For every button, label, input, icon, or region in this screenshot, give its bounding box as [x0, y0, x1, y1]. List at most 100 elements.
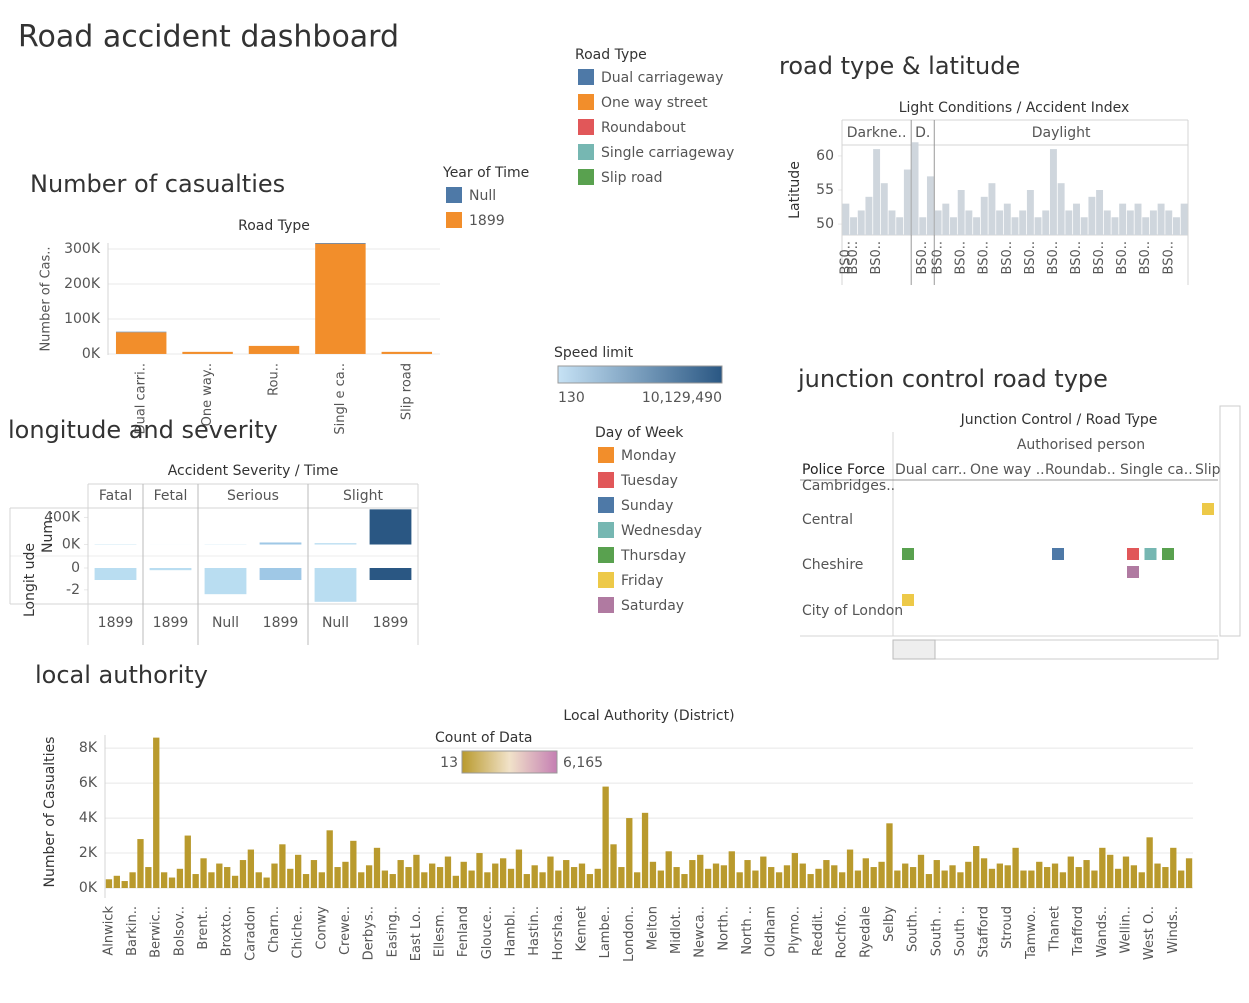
bar: [807, 874, 813, 888]
bar: [1052, 864, 1058, 888]
x-tick-label: Stroud: [1000, 906, 1015, 949]
bar: [129, 872, 135, 888]
x-tick-label: BS0..: [954, 241, 969, 274]
bar: [926, 874, 932, 888]
bar: [271, 864, 277, 888]
bar: [106, 879, 112, 888]
bar: [666, 851, 672, 888]
panel-label: Darkne..: [847, 125, 907, 141]
bar: [303, 874, 309, 888]
bar: [1104, 210, 1111, 235]
bar: [942, 204, 949, 235]
bar: [524, 874, 530, 888]
x-tick-label: 1899: [373, 615, 409, 631]
y-tick-label: 300K: [64, 241, 101, 257]
y-tick-label: 60: [816, 148, 834, 164]
x-tick-label: BS0..: [977, 241, 992, 274]
x-tick-label: West O..: [1142, 906, 1157, 960]
bar: [232, 876, 238, 888]
bar: [902, 864, 908, 888]
bar: [919, 217, 926, 235]
row-label: Central: [802, 512, 853, 528]
bar: [555, 871, 561, 888]
x-tick-label: Rou..: [267, 363, 282, 396]
bar: [863, 858, 869, 888]
bar: [1020, 871, 1026, 888]
y-tick-label: 55: [816, 182, 834, 198]
x-tick-label: 1899: [263, 615, 299, 631]
bar: [1111, 217, 1118, 235]
y-tick-label: 0: [71, 560, 80, 576]
bar: [177, 869, 183, 888]
bar: [1150, 210, 1157, 235]
bar: [1162, 867, 1168, 888]
bar: [413, 855, 419, 888]
x-tick-label: Singl e ca..: [333, 363, 348, 435]
legend-title: Road Type: [575, 47, 647, 63]
scrollbar-thumb[interactable]: [893, 640, 935, 659]
y-tick-label: 0K: [82, 346, 101, 362]
bar: [114, 876, 120, 888]
bar: [800, 864, 806, 888]
bar: [776, 872, 782, 888]
x-tick-label: Conwy: [314, 906, 329, 950]
legend-swatch: [578, 144, 594, 160]
x-tick-label: Melton: [645, 906, 660, 950]
legend-swatch: [446, 212, 462, 228]
legend-swatch: [446, 187, 462, 203]
bar: [350, 841, 356, 888]
legend-label: Friday: [621, 573, 663, 589]
x-tick-label: BS0..: [1092, 241, 1107, 274]
bar: [370, 509, 412, 544]
y-tick-label: 400K: [44, 509, 81, 525]
bar: [547, 857, 553, 888]
junction-mark: [1162, 548, 1174, 560]
bar: [461, 862, 467, 888]
x-tick-label: Wellin..: [1118, 906, 1133, 953]
scrollbar-vertical[interactable]: [1220, 406, 1240, 636]
x-tick-label: BS0..: [869, 241, 884, 274]
x-tick-label: Ryedale: [858, 906, 873, 958]
chart-title: longitude and severity: [8, 416, 278, 444]
bar: [145, 867, 151, 888]
bar: [886, 823, 892, 888]
bar: [122, 881, 128, 888]
bar: [815, 869, 821, 888]
bar: [279, 844, 285, 888]
bar: [1131, 865, 1137, 888]
bar: [1115, 869, 1121, 888]
bar: [1050, 149, 1057, 235]
x-tick-label: East Lo..: [409, 906, 424, 961]
bar: [563, 860, 569, 888]
bar: [842, 204, 849, 235]
legend-title: Speed limit: [554, 345, 634, 361]
bar-segment: [315, 243, 365, 244]
panel-label: Slight: [343, 488, 383, 504]
bar: [889, 210, 896, 235]
bar: [858, 210, 865, 235]
bar: [855, 871, 861, 888]
bar: [981, 197, 988, 235]
bar: [193, 874, 199, 888]
legend-label: Thursday: [620, 548, 686, 564]
panel-label: Daylight: [1032, 125, 1091, 141]
bar: [1091, 871, 1097, 888]
x-tick-label: BS0..: [846, 241, 861, 274]
bar: [713, 864, 719, 888]
x-tick-label: Reddit..: [811, 906, 826, 956]
junction-mark: [1145, 548, 1157, 560]
bar: [904, 170, 911, 235]
x-tick-label: Null: [322, 615, 349, 631]
legend-swatch: [598, 547, 614, 563]
bar: [468, 871, 474, 888]
bar: [941, 871, 947, 888]
panel-label: Fetal: [154, 488, 188, 504]
scrollbar-horizontal[interactable]: [893, 640, 1218, 659]
y-tick-label: 100K: [64, 311, 101, 327]
x-tick-label: Null: [212, 615, 239, 631]
bar: [342, 862, 348, 888]
bar: [865, 197, 872, 235]
